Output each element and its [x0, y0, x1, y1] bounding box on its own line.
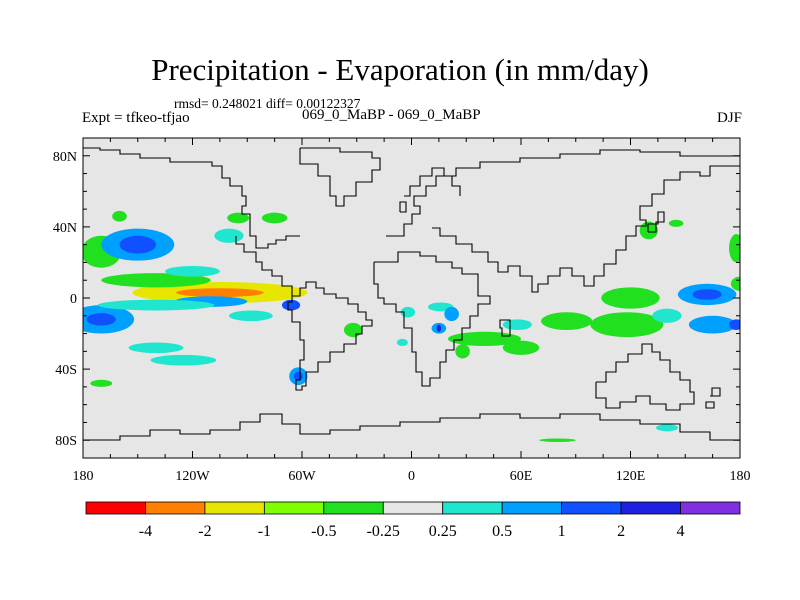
coastline-australia: [595, 343, 695, 411]
anomaly-43: [652, 308, 682, 323]
page-title: Precipitation - Evaporation (in mm/day): [151, 52, 649, 87]
x-tick-label: 0: [408, 469, 415, 484]
axis-layer: 180 120W 60W 0 60E 120E 180 80N 40N 0 40S 80S: [53, 138, 751, 484]
stats-label: rmsd= 0.248021 diff= 0.00122327: [174, 96, 361, 111]
coastline-madagascar: [499, 319, 511, 337]
anomaly-45: [656, 424, 678, 432]
colorbar-label: -1: [258, 523, 271, 540]
x-tick-label: 120E: [616, 469, 646, 484]
anomaly-40: [729, 319, 740, 330]
anomaly-30: [455, 344, 470, 359]
x-tick-label: 180: [730, 469, 751, 484]
anomaly-19: [261, 212, 288, 224]
colorbar-label: -0.5: [311, 523, 336, 540]
anomaly-31: [502, 319, 532, 330]
colorbar-swatch: [145, 501, 206, 515]
x-tick-label: 180: [73, 469, 94, 484]
anomaly-33: [601, 287, 660, 309]
experiment-label: Expt = tfkeo-tfjao: [82, 110, 190, 126]
anomaly-6: [119, 235, 156, 254]
anomaly-39: [688, 315, 737, 334]
colorbar-swatch: [680, 501, 741, 515]
anomaly-10: [128, 342, 184, 354]
anomaly-27: [444, 306, 459, 322]
colorbar-label: -2: [198, 523, 211, 540]
anomaly-20: [227, 212, 250, 224]
anomaly-7: [112, 210, 127, 222]
colorbar-swatch: [620, 501, 681, 515]
anomaly-2: [101, 273, 211, 288]
coastline-layer: [83, 147, 740, 441]
colorbar-swatch: [501, 501, 563, 515]
colorbar-label: 1: [558, 523, 566, 540]
colorbar-label: 0.25: [429, 523, 457, 540]
colorbar-swatch: [85, 501, 146, 515]
coastline-south-america: [287, 281, 373, 391]
coastline-europe-north: [404, 167, 461, 197]
x-tick-label: 60W: [288, 469, 316, 484]
anomaly-layer: [83, 210, 740, 442]
anomaly-28: [448, 331, 521, 346]
colorbar-label: 2: [617, 523, 625, 540]
colorbar: -4 -2 -1 -0.5 -0.25 0.25 0.5 1 2 4: [85, 501, 741, 540]
coastline-eurasia: [386, 149, 740, 237]
anomaly-32: [541, 312, 593, 330]
case-label: 069_0_MaBP - 069_0_MaBP: [302, 107, 481, 123]
anomaly-18: [293, 371, 303, 381]
y-tick-label: 40N: [53, 221, 77, 236]
coastline-japan: [647, 211, 665, 233]
anomaly-21: [214, 228, 244, 243]
colorbar-label: 4: [677, 523, 685, 540]
anomaly-34: [590, 312, 664, 338]
coastline-antarctica: [83, 413, 740, 441]
x-tick-label: 120W: [175, 469, 210, 484]
colorbar-swatch: [382, 501, 444, 515]
anomaly-44: [539, 438, 576, 442]
anomaly-16: [90, 379, 113, 387]
y-tick-label: 80N: [53, 150, 77, 165]
colorbar-label: -4: [139, 523, 152, 540]
anomaly-26: [436, 324, 442, 332]
colorbar-label: 0.5: [492, 523, 512, 540]
coastline-britain: [399, 201, 407, 213]
coastline-new-zealand: [705, 387, 721, 409]
colorbar-label: -0.25: [367, 523, 400, 540]
anomaly-1: [176, 288, 264, 298]
anomaly-29: [502, 340, 540, 355]
coastline-asia-south: [432, 165, 740, 293]
coastline-greenland: [299, 147, 381, 207]
y-tick-label: 40S: [55, 363, 77, 378]
anomaly-22: [343, 322, 363, 338]
coastline-north-america: [235, 236, 293, 296]
anomaly-9: [86, 313, 116, 326]
colorbar-swatch: [204, 501, 265, 515]
colorbar-swatch: [323, 501, 384, 515]
coastline-africa: [373, 251, 491, 387]
x-tick-label: 60E: [510, 469, 533, 484]
coastline-north-arctic: [83, 147, 300, 249]
y-tick-label: 80S: [55, 434, 77, 449]
anomaly-13: [229, 310, 273, 322]
anomaly-46: [396, 338, 408, 347]
anomaly-36: [668, 219, 684, 227]
season-label: DJF: [716, 110, 742, 126]
y-tick-label: 0: [70, 292, 77, 307]
colorbar-swatch: [263, 501, 325, 515]
anomaly-41: [729, 234, 740, 263]
colorbar-swatch: [442, 501, 503, 515]
anomaly-38: [692, 289, 722, 300]
anomaly-15: [150, 354, 217, 366]
anomaly-12: [97, 299, 215, 311]
anomaly-14: [281, 299, 301, 311]
anomaly-3: [165, 266, 220, 277]
colorbar-swatch: [561, 501, 622, 515]
